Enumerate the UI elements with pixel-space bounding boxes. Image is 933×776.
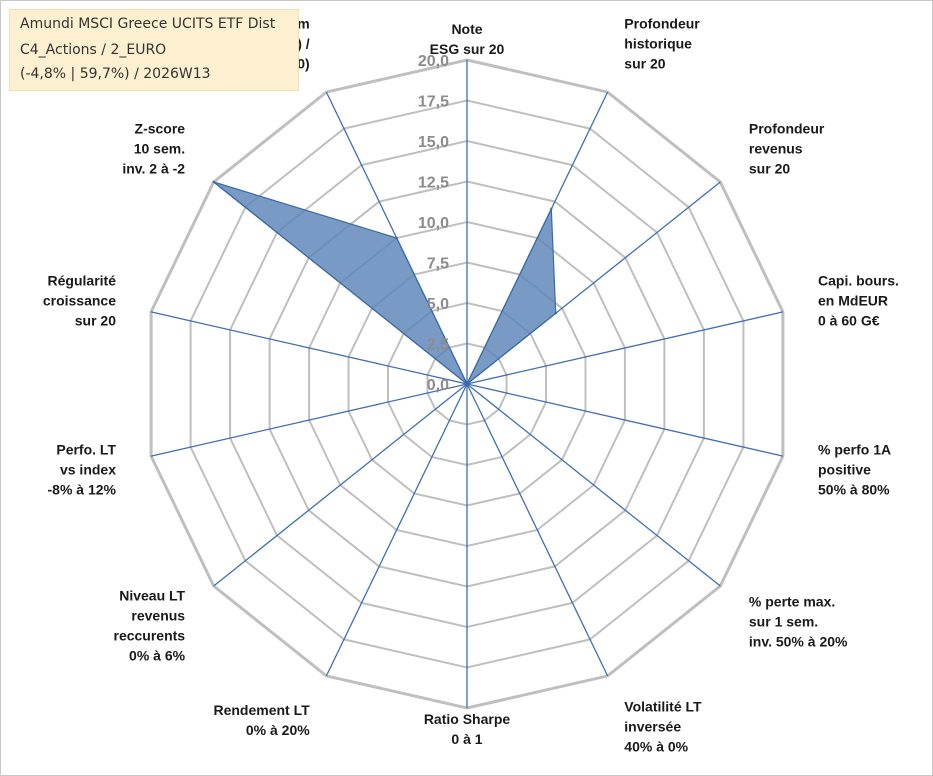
axis-label: % perte max. sur 1 sem. inv. 50% à 20% bbox=[749, 593, 848, 649]
chart-subtitle: C4_Actions / 2_EURO bbox=[20, 42, 167, 58]
tick-label: 7,5 bbox=[427, 256, 449, 273]
axis-label-line: Z-score bbox=[135, 121, 186, 137]
chart-title-box: Amundi MSCI Greece UCITS ETF Dist C4_Act… bbox=[9, 9, 299, 91]
axis-label: Rendement LT 0% à 20% bbox=[213, 702, 310, 738]
axis-label-line: 0% à 6% bbox=[129, 648, 186, 664]
data-point bbox=[395, 236, 398, 240]
axis-spoke bbox=[150, 311, 468, 385]
axis-label-line: Perfo. LT bbox=[56, 441, 116, 457]
axis-label: Profondeur historique sur 20 bbox=[624, 16, 700, 72]
axis-label-line: 50% à 80% bbox=[818, 481, 890, 497]
axis-label: Note ESG sur 20 bbox=[430, 21, 505, 57]
axis-label-line: 40% à 0% bbox=[624, 739, 688, 755]
axis-label-line: sur 20 bbox=[624, 56, 665, 72]
tick-label: 15,0 bbox=[418, 134, 449, 151]
axis-label-line: -8% à 12% bbox=[48, 481, 117, 497]
axis-label-line: 0 à 1 bbox=[451, 731, 482, 747]
axis-label: Régularité croissance sur 20 bbox=[43, 273, 116, 329]
axis-spoke bbox=[325, 383, 468, 677]
axis-label-line: Volatilité LT bbox=[624, 699, 702, 715]
axis-label-line: inv. 2 à -2 bbox=[122, 161, 185, 177]
axis-label: Volatilité LT inversée 40% à 0% bbox=[624, 699, 702, 755]
chart-title: Amundi MSCI Greece UCITS ETF Dist bbox=[20, 16, 276, 32]
radar-series bbox=[212, 180, 557, 386]
axis-label: Niveau LT revenus reccurents 0% à 6% bbox=[114, 588, 186, 664]
data-point bbox=[212, 180, 215, 184]
axis-label-line: Profondeur bbox=[749, 121, 825, 137]
axis-label-line: sur 20 bbox=[749, 161, 790, 177]
tick-label: 17,5 bbox=[418, 94, 449, 111]
axis-label-line: Régularité bbox=[48, 273, 117, 289]
axis-label-line: Rendement LT bbox=[213, 702, 310, 718]
axis-label-line: Note bbox=[451, 21, 482, 37]
axis-label-line: ESG sur 20 bbox=[430, 41, 505, 57]
data-point bbox=[550, 207, 553, 211]
axis-label-line: reccurents bbox=[114, 628, 186, 644]
axis-label-line: Ratio Sharpe bbox=[424, 711, 511, 727]
axis-label-line: Capi. bours. bbox=[818, 273, 899, 289]
axis-label-line: 0 à 60 G€ bbox=[818, 313, 880, 329]
axis-spoke bbox=[466, 311, 784, 385]
axis-label-line: positive bbox=[818, 461, 871, 477]
axis-label-line: sur 20 bbox=[75, 313, 116, 329]
chart-period: (-4,8% | 59,7%) / 2026W13 bbox=[20, 66, 211, 82]
axis-spoke bbox=[466, 383, 609, 677]
axis-label: Perfo. LT vs index -8% à 12% bbox=[48, 441, 117, 497]
radar-tick-labels: 0,0 2,5 5,0 7,5 10,0 12,5 15,0 17,5 20,0 bbox=[418, 53, 449, 394]
tick-label: 5,0 bbox=[427, 296, 449, 313]
axis-label: % perfo 1A positive 50% à 80% bbox=[818, 441, 891, 497]
axis-label-line: historique bbox=[624, 36, 692, 52]
axis-spoke bbox=[466, 383, 721, 587]
data-point bbox=[554, 312, 557, 315]
tick-label: 10,0 bbox=[418, 215, 449, 232]
axis-label-line: 0% à 20% bbox=[246, 722, 310, 738]
axis-label-line: revenus bbox=[749, 141, 803, 157]
axis-label-line: % perfo 1A bbox=[818, 441, 891, 457]
axis-label-line: 10 sem. bbox=[134, 141, 185, 157]
tick-label: 20,0 bbox=[418, 53, 449, 70]
axis-spoke bbox=[213, 383, 468, 587]
tick-label: 12,5 bbox=[418, 175, 449, 192]
axis-label-line: en MdEUR bbox=[818, 293, 888, 309]
axis-spoke bbox=[150, 383, 468, 457]
axis-label-line: vs index bbox=[60, 461, 116, 477]
axis-label-line: croissance bbox=[43, 293, 116, 309]
axis-label-line: Profondeur bbox=[624, 16, 700, 32]
axis-label-line: inversée bbox=[624, 719, 681, 735]
axis-label-line: Niveau LT bbox=[119, 588, 185, 604]
data-point bbox=[465, 382, 469, 386]
axis-label-line: inv. 50% à 20% bbox=[749, 633, 848, 649]
axis-label: Z-score 10 sem. inv. 2 à -2 bbox=[122, 121, 185, 177]
tick-label: 2,5 bbox=[427, 337, 449, 354]
axis-label: Ratio Sharpe 0 à 1 bbox=[424, 711, 511, 747]
axis-spoke bbox=[466, 383, 784, 457]
axis-label-line: revenus bbox=[131, 608, 185, 624]
axis-label: Profondeur revenus sur 20 bbox=[749, 121, 825, 177]
axis-label-line: % perte max. bbox=[749, 593, 835, 609]
axis-label-line: sur 1 sem. bbox=[749, 613, 818, 629]
axis-label: Capi. bours. en MdEUR 0 à 60 G€ bbox=[818, 273, 899, 329]
tick-label: 0,0 bbox=[427, 377, 449, 394]
